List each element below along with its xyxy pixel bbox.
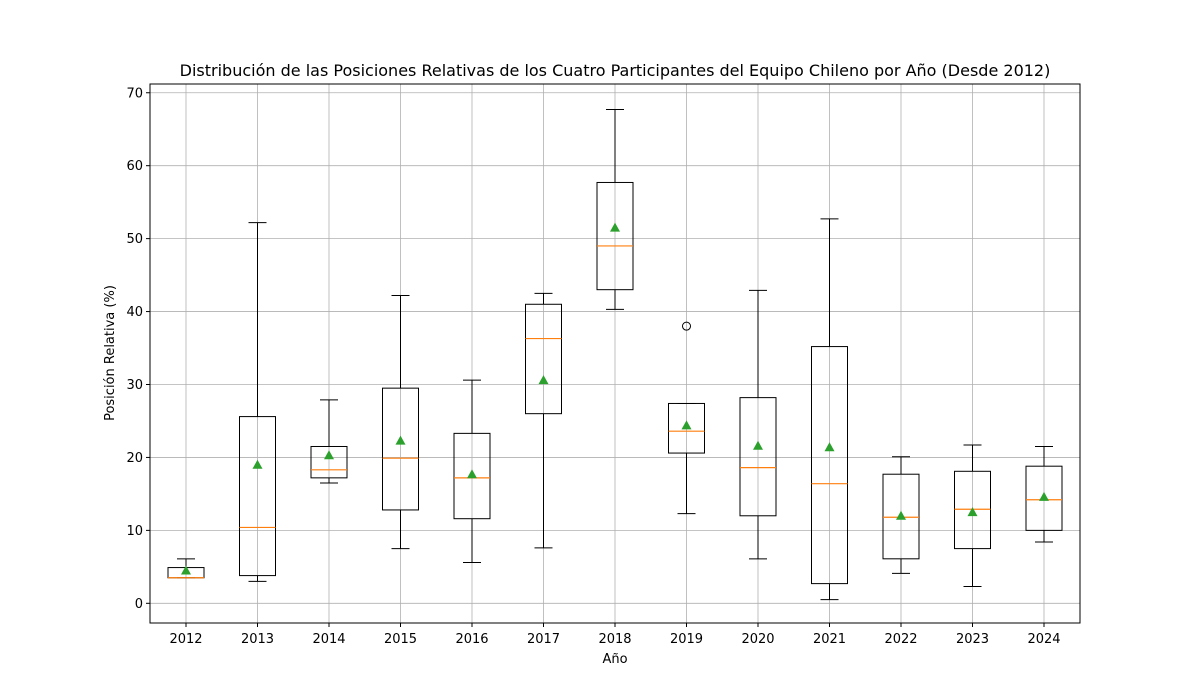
box-2023 (954, 444, 991, 588)
mean-marker (896, 510, 906, 520)
x-axis-ticks: 2012 2013 2014 2015 2016 2017 2018 2019 2020 2021… (169, 623, 1061, 647)
x-axis-label: Año (602, 652, 627, 667)
x-tick-label: 2020 (741, 632, 774, 647)
x-tick-label: 2016 (455, 632, 488, 647)
mean-marker (753, 440, 763, 450)
box-2017 (525, 292, 562, 549)
mean-marker (467, 469, 477, 479)
mean-marker (252, 459, 263, 469)
box-2021 (811, 218, 848, 601)
y-tick-label: 60 (126, 159, 143, 174)
mean-marker (610, 222, 620, 232)
box-2015 (382, 295, 419, 550)
x-tick-label: 2023 (956, 632, 989, 647)
iqr-box (668, 402, 705, 454)
iqr-box (525, 303, 562, 415)
x-tick-label: 2021 (813, 632, 846, 647)
y-tick-label: 40 (126, 305, 143, 320)
box-2018 (596, 109, 634, 310)
y-tick-label: 20 (126, 451, 143, 466)
x-tick-label: 2012 (169, 632, 202, 647)
iqr-box (382, 387, 419, 511)
x-tick-label: 2019 (670, 632, 703, 647)
box-2014 (310, 399, 348, 484)
y-tick-label: 10 (126, 524, 143, 539)
y-tick-label: 70 (126, 86, 143, 101)
y-tick-label: 30 (126, 378, 143, 393)
x-tick-label: 2014 (312, 632, 345, 647)
box-2022 (882, 456, 920, 574)
mean-marker (681, 420, 692, 430)
box-2012 (167, 558, 205, 579)
iqr-box (882, 473, 920, 560)
x-tick-label: 2018 (598, 632, 631, 647)
y-axis-ticks: 0 10 20 30 40 50 60 70 (126, 86, 150, 612)
mean-marker (824, 442, 835, 452)
mean-marker (181, 565, 191, 575)
box-layer (167, 109, 1063, 601)
box-2020 (739, 289, 777, 560)
iqr-box (596, 181, 634, 291)
y-tick-label: 0 (135, 597, 143, 612)
outlier-point (682, 321, 691, 331)
x-tick-label: 2013 (241, 632, 274, 647)
x-tick-label: 2017 (527, 632, 560, 647)
x-tick-label: 2015 (384, 632, 417, 647)
iqr-box (453, 432, 491, 520)
mean-marker (395, 435, 406, 445)
mean-marker (1039, 491, 1049, 501)
iqr-box (954, 470, 991, 550)
iqr-box (239, 416, 276, 577)
iqr-box (811, 346, 848, 585)
iqr-box (739, 397, 777, 517)
mean-marker (538, 375, 549, 385)
box-2024 (1025, 445, 1063, 543)
chart-title: Distribución de las Posiciones Relativas… (180, 61, 1051, 80)
x-tick-label: 2022 (884, 632, 917, 647)
x-tick-label: 2024 (1027, 632, 1060, 647)
y-axis-label: Posición Relativa (%) (103, 285, 118, 421)
iqr-box (310, 445, 348, 479)
box-2016 (453, 379, 491, 563)
iqr-box (1025, 465, 1063, 531)
mean-marker (967, 507, 978, 517)
box-2013 (239, 222, 276, 582)
mean-marker (324, 450, 334, 460)
y-tick-label: 50 (126, 232, 143, 247)
box-2019 (668, 321, 705, 515)
